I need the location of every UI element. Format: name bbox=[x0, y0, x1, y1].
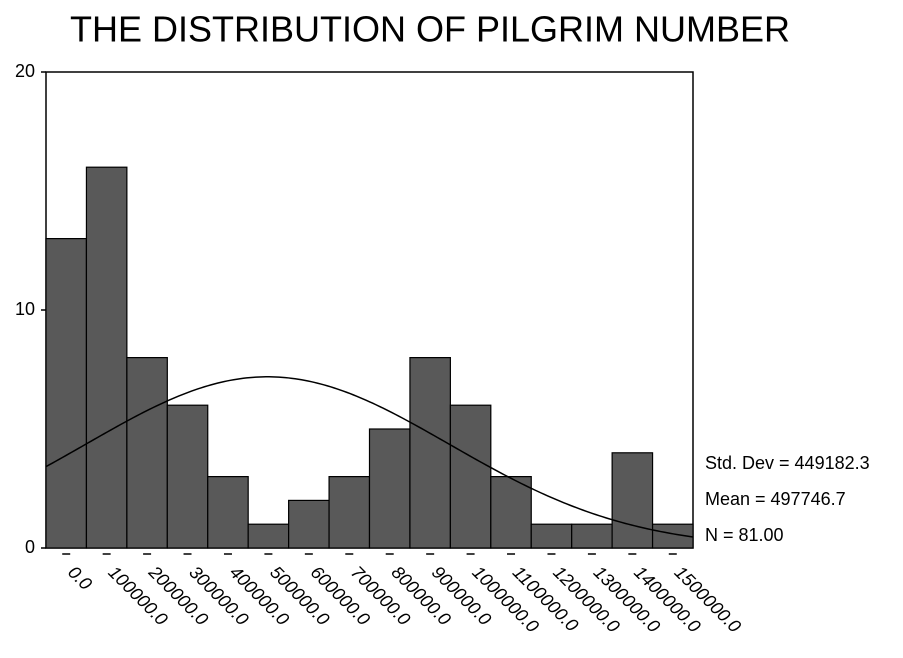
stats-label: Std. Dev = 449182.3 bbox=[705, 453, 870, 473]
bar bbox=[611, 452, 654, 549]
bar bbox=[571, 523, 613, 549]
y-tick-label: 0 bbox=[25, 537, 35, 557]
bar bbox=[247, 523, 290, 549]
bar bbox=[288, 499, 330, 549]
bar bbox=[530, 523, 573, 549]
x-tick-label: 0.0 bbox=[64, 562, 96, 594]
chart-title: THE DISTRIBUTION OF PILGRIM NUMBER bbox=[70, 9, 790, 50]
bar bbox=[490, 476, 532, 549]
y-tick-label: 10 bbox=[15, 299, 35, 319]
bar bbox=[368, 428, 411, 549]
bar bbox=[651, 523, 694, 549]
bar bbox=[85, 166, 128, 549]
bar bbox=[328, 476, 371, 549]
y-tick-label: 20 bbox=[15, 61, 35, 81]
bar bbox=[45, 238, 88, 549]
bar bbox=[449, 404, 492, 549]
stats-label: Mean = 497746.7 bbox=[705, 489, 846, 509]
bar bbox=[126, 357, 168, 549]
normal-curve bbox=[45, 376, 694, 538]
bar bbox=[409, 357, 451, 549]
bar bbox=[166, 404, 209, 549]
stats-label: N = 81.00 bbox=[705, 525, 784, 545]
bar bbox=[207, 476, 249, 549]
